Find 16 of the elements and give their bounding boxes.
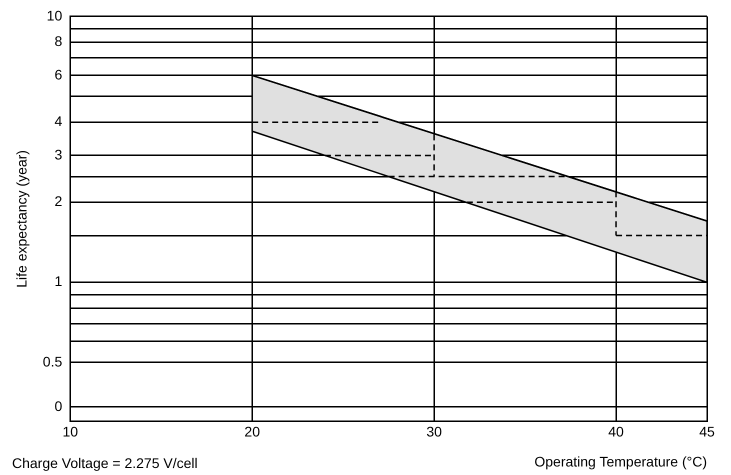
- y-tick-label: 8: [54, 33, 62, 50]
- y-tick-label: 3: [54, 146, 62, 162]
- y-tick-label: 6: [54, 66, 62, 82]
- y-tick-label: 1: [54, 273, 62, 290]
- x-tick-label: 20: [244, 424, 260, 440]
- y-axis-title: Life expectancy (year): [13, 150, 30, 288]
- x-tick-label: 40: [608, 424, 624, 440]
- x-tick-label: 30: [426, 424, 442, 440]
- x-tick-label: 45: [699, 424, 715, 440]
- y-tick-label: 10: [46, 7, 62, 24]
- y-tick-label: 0: [54, 398, 62, 414]
- text: Charge Voltage = 2.275 V/cell: [12, 454, 198, 471]
- x-axis-title: Operating Temperature (°C): [534, 453, 707, 470]
- y-tick-label: 2: [54, 193, 62, 210]
- y-tick-label: 0.5: [42, 353, 62, 370]
- y-tick-label: 4: [54, 113, 62, 130]
